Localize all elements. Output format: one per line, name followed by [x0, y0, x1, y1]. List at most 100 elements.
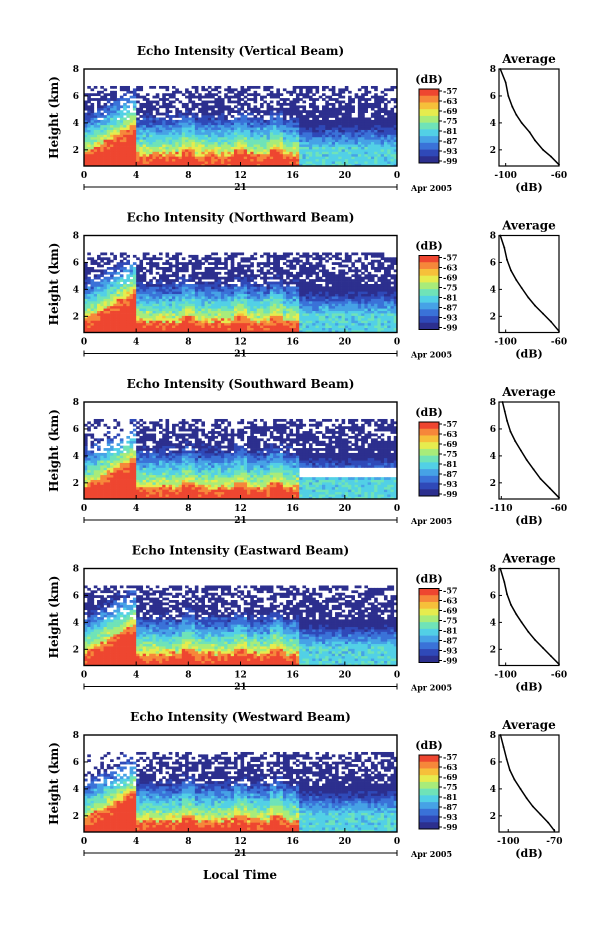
heatmap-cell — [361, 156, 365, 160]
heatmap-cell — [233, 119, 238, 123]
heatmap-cell — [103, 325, 108, 328]
heatmap-cell — [325, 151, 329, 155]
heatmap-cell — [97, 134, 101, 138]
heatmap-cell — [106, 291, 111, 295]
heatmap-cell — [335, 308, 339, 312]
heatmap-cell — [335, 281, 339, 285]
heatmap-cell — [113, 308, 117, 312]
heatmap-cell — [194, 259, 199, 263]
heatmap-cell — [308, 303, 313, 307]
heatmap-cell — [113, 296, 117, 299]
heatmap-cell — [237, 279, 241, 282]
heatmap-cell — [188, 305, 192, 309]
heatmap-cell — [191, 271, 196, 275]
heatmap-cell — [178, 288, 183, 292]
heatmap-cell — [260, 161, 264, 164]
heatmap-cell — [247, 305, 251, 309]
heatmap-cell — [387, 136, 391, 140]
heatmap-cell — [119, 327, 124, 331]
heatmap-cell — [155, 129, 160, 133]
heatmap-cell — [220, 296, 225, 299]
heatmap-cell — [305, 93, 310, 97]
heatmap-cell — [276, 115, 280, 118]
heatmap-cell — [250, 303, 254, 307]
heatmap-cell — [351, 134, 355, 138]
heatmap-cell — [292, 141, 297, 145]
heatmap-cell — [84, 274, 88, 278]
heatmap-cell — [194, 158, 199, 162]
heatmap-cell — [149, 115, 153, 118]
heatmap-cell — [367, 149, 372, 152]
heatmap-cell — [390, 149, 395, 152]
heatmap-cell — [93, 293, 98, 297]
heatmap-cell — [149, 310, 153, 314]
heatmap-cell — [152, 107, 157, 111]
heatmap-cell — [295, 300, 300, 304]
heatmap-cell — [390, 132, 395, 135]
heatmap-cell — [204, 119, 209, 123]
heatmap-cell — [247, 112, 251, 116]
heatmap-cell — [201, 288, 205, 292]
heatmap-cell — [211, 269, 215, 273]
heatmap-cell — [132, 286, 137, 290]
heatmap-cell — [119, 259, 124, 263]
heatmap-cell — [240, 139, 245, 143]
heatmap-cell — [308, 315, 313, 319]
heatmap-cell — [292, 156, 297, 160]
heatmap-cell — [256, 161, 261, 164]
heatmap-cell — [194, 298, 199, 302]
heatmap-cell — [165, 320, 170, 324]
heatmap-cell — [380, 119, 385, 123]
heatmap-cell — [126, 300, 130, 304]
heatmap-cell — [217, 300, 222, 304]
heatmap-cell — [266, 286, 271, 290]
heatmap-cell — [162, 298, 166, 302]
heatmap-cell — [113, 298, 117, 302]
heatmap-cell — [217, 85, 222, 89]
heatmap-cell — [116, 156, 121, 160]
heatmap-cell — [380, 117, 385, 121]
heatmap-cell — [152, 156, 157, 160]
heatmap-cell — [100, 327, 104, 331]
heatmap-cell — [302, 141, 307, 145]
heatmap-cell — [172, 134, 176, 138]
heatmap-cell — [374, 105, 378, 109]
heatmap-cell — [185, 327, 189, 331]
heatmap-cell — [119, 300, 124, 304]
colorbar-swatch — [419, 129, 439, 137]
heatmap-cell — [201, 276, 205, 280]
heatmap-cell — [338, 330, 342, 333]
heatmap-cell — [233, 315, 238, 319]
heatmap-cell — [390, 134, 395, 138]
heatmap-cell — [178, 269, 183, 273]
heatmap-cell — [155, 93, 160, 97]
heatmap-cell — [224, 296, 228, 299]
heatmap-cell — [139, 105, 144, 109]
heatmap-cell — [286, 300, 290, 304]
heatmap-cell — [119, 110, 124, 113]
heatmap-cell — [172, 149, 176, 152]
heatmap-cell — [168, 330, 173, 333]
heatmap-cell — [227, 127, 232, 130]
heatmap-cell — [328, 107, 333, 111]
heatmap-cell — [181, 115, 186, 118]
heatmap-cell — [335, 298, 339, 302]
heatmap-cell — [185, 267, 189, 270]
heatmap-cell — [103, 262, 108, 265]
heatmap-cell — [224, 303, 228, 307]
heatmap-cell — [230, 100, 235, 104]
heatmap-cell — [145, 153, 150, 157]
heatmap-cell — [155, 271, 160, 275]
heatmap-cell — [247, 298, 251, 302]
heatmap-cell — [227, 105, 232, 109]
heatmap-cell — [331, 163, 336, 167]
heatmap-cell — [201, 262, 205, 265]
heatmap-cell — [240, 93, 245, 97]
heatmap-cell — [97, 93, 101, 97]
heatmap-cell — [233, 293, 238, 297]
heatmap-cell — [393, 115, 398, 118]
heatmap-cell — [247, 122, 251, 126]
heatmap-cell — [302, 267, 307, 270]
heatmap-cell — [168, 269, 173, 273]
heatmap-cell — [331, 279, 336, 282]
